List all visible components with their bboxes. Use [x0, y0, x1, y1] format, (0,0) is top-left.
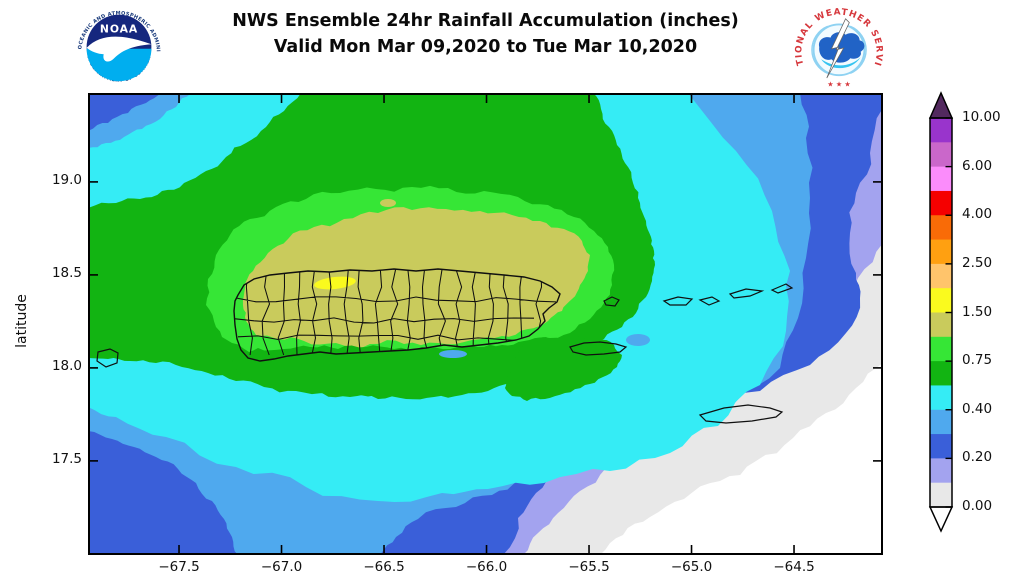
- x-tick-label: −66.5: [363, 559, 405, 575]
- x-tick-label: −67.5: [158, 559, 200, 575]
- colorbar-segment-sky: [930, 409, 952, 435]
- colorbar-segment-royal: [930, 434, 952, 459]
- region-nw-0.20-0.30: [88, 93, 161, 131]
- noaa-seagull-icon: [86, 36, 152, 62]
- nws-globe-meridians: [811, 25, 867, 74]
- nws-cloud-icon: [818, 32, 865, 63]
- island-st-john: [698, 296, 721, 306]
- island-puerto-rico: [233, 268, 561, 362]
- colorbar-segment-dark_orange: [930, 215, 952, 241]
- colorbar-segment-orchid: [930, 142, 952, 168]
- y-tick-label: 17.5: [51, 450, 82, 467]
- colorbar-segment-purple: [930, 118, 952, 143]
- island-st-thomas: [662, 296, 694, 306]
- x-tick-label: −65.0: [670, 559, 713, 575]
- colorbar-segment-cyan: [930, 385, 952, 411]
- island-tortola: [728, 288, 765, 299]
- island-culebra: [603, 296, 620, 307]
- colorbar-tick-label: 0.75: [962, 352, 993, 369]
- x-tick-label: −66.0: [465, 559, 508, 575]
- nws-logo: NATIONAL WEATHER SERVICE ★ ★ ★: [792, 0, 886, 94]
- region-bay-0.30-0.40: [439, 350, 467, 358]
- colorbar-segment-khaki: [930, 312, 952, 338]
- region-bay2-0.30-0.40: [626, 334, 650, 346]
- colorbar-tick-label: 2.50: [962, 254, 993, 271]
- nws-swoosh-icon: [821, 57, 861, 69]
- colorbar-tick-label: 10.00: [962, 109, 1001, 125]
- municipality-boundaries: [234, 269, 557, 356]
- colorbar-segment-red: [930, 190, 952, 216]
- colorbar-tick-label: 1.50: [962, 303, 993, 320]
- nws-lightning-icon: [826, 18, 850, 79]
- colorbar-tick-label: 6.00: [962, 157, 993, 174]
- colorbar-under-arrow: [928, 506, 954, 533]
- colorbar-segment-bright_green: [930, 336, 952, 362]
- y-tick-label: 18.0: [51, 357, 82, 374]
- x-tick-label: −65.5: [568, 559, 610, 575]
- region-core-1.00-1.50: [242, 207, 590, 348]
- figure-title: NWS Ensemble 24hr Rainfall Accumulation …: [88, 8, 883, 60]
- noaa-logo-text: NOAA: [100, 23, 138, 36]
- colorbar-segment-pink: [930, 166, 952, 192]
- y-tick-label: 19.0: [51, 171, 82, 188]
- nws-stars: ★ ★ ★: [827, 79, 850, 88]
- colorbar-segment-yellow: [930, 288, 952, 313]
- island-vieques: [569, 341, 628, 356]
- x-tick-label: −64.5: [773, 559, 815, 575]
- noaa-logo: NATIONAL OCEANIC AND ATMOSPHERIC ADMINIS…: [74, 2, 164, 92]
- island-virgin-gorda: [770, 283, 794, 294]
- island-st-croix: [698, 404, 784, 424]
- colorbar-over-arrow: [928, 91, 954, 119]
- colorbar-segment-green: [930, 361, 952, 386]
- y-tick-label: 18.5: [51, 264, 82, 281]
- colorbar-tick-label: 0.00: [962, 498, 993, 514]
- map-border: [88, 93, 883, 555]
- colorbar: [928, 91, 954, 533]
- colorbar-tick-label: 4.00: [962, 206, 993, 223]
- colorbar-tick-label: 0.40: [962, 400, 993, 417]
- region-coast-se-0.50-0.75: [505, 336, 622, 401]
- region-spot-1.50-2.00: [314, 276, 356, 290]
- colorbar-segment-gray: [930, 482, 952, 508]
- title-line-2: Valid Mon Mar 09,2020 to Tue Mar 10,2020: [273, 37, 698, 57]
- colorbar-tick-label: 0.20: [962, 449, 993, 466]
- region-spot-ne-1.00-1.50: [380, 199, 396, 207]
- colorbar-segment-pale_orange: [930, 263, 952, 289]
- island-mona: [96, 348, 119, 368]
- colorbar-segment-orange: [930, 239, 952, 265]
- region-sw-0.20-0.30: [88, 431, 238, 555]
- colorbar-segment-lavender: [930, 458, 952, 484]
- noaa-emblem-sea: [86, 48, 152, 82]
- x-tick-label: −67.0: [260, 559, 303, 575]
- title-line-1: NWS Ensemble 24hr Rainfall Accumulation …: [232, 11, 739, 31]
- rainfall-map: [88, 93, 883, 555]
